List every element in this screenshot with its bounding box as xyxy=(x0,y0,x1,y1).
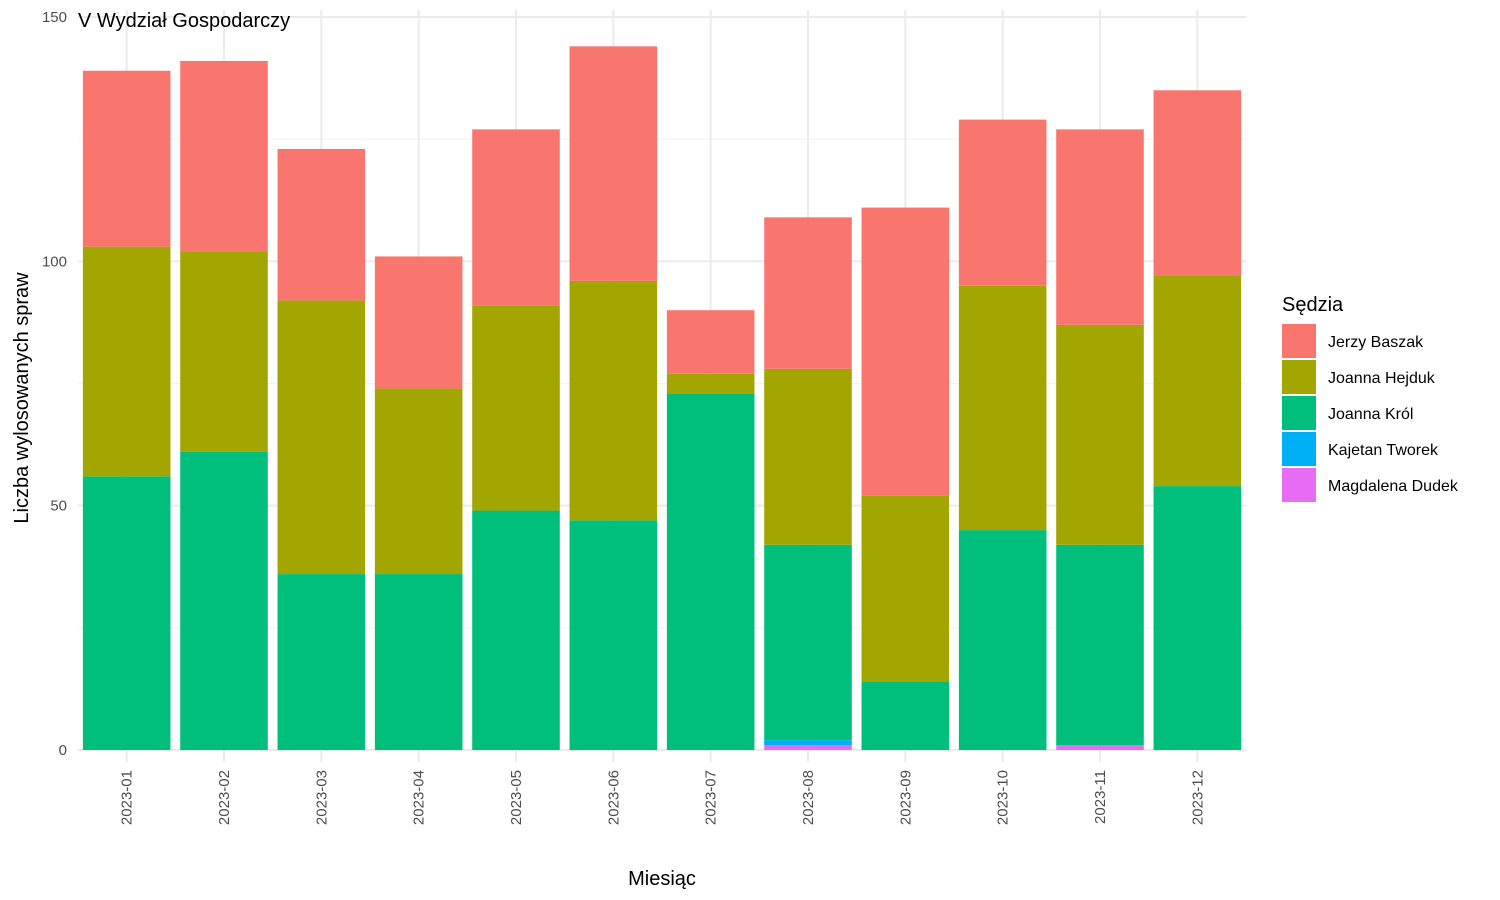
bar-segment xyxy=(1153,275,1242,487)
x-tick-label: 2023-12 xyxy=(1189,770,1206,825)
bars-layer xyxy=(82,46,1242,750)
bar-segment xyxy=(180,60,268,252)
bar-segment xyxy=(764,368,852,545)
x-tick-label: 2023-11 xyxy=(1092,770,1109,824)
x-axis-title: Miesiąc xyxy=(628,868,696,890)
bar-segment xyxy=(569,280,658,521)
legend-label: Jerzy Baszak xyxy=(1328,334,1424,351)
x-tick-label: 2023-07 xyxy=(703,770,720,825)
x-tick-label: 2023-06 xyxy=(605,770,622,825)
bar-segment xyxy=(1153,90,1242,276)
bar-segment xyxy=(1153,486,1242,750)
bar-segment xyxy=(666,373,755,394)
bar-segment xyxy=(277,148,366,301)
x-tick-label: 2023-01 xyxy=(119,770,136,825)
chart-title: V Wydział Gospodarczy xyxy=(78,10,290,32)
bar-segment xyxy=(277,574,366,750)
bar-segment xyxy=(82,476,171,750)
bar-segment xyxy=(1056,129,1144,325)
x-tick-label: 2023-05 xyxy=(508,770,525,825)
x-tick-label: 2023-09 xyxy=(897,770,914,825)
y-axis-title: Liczba wylosowanych spraw xyxy=(11,272,33,524)
bar-segment xyxy=(569,520,658,750)
x-tick-label: 2023-04 xyxy=(411,770,428,825)
bar-segment xyxy=(1056,544,1144,746)
bar-segment xyxy=(958,285,1047,531)
x-tick-label: 2023-08 xyxy=(800,770,817,825)
legend-label: Joanna Król xyxy=(1328,406,1413,423)
bar-segment xyxy=(569,46,658,281)
legend-label: Kajetan Tworek xyxy=(1328,442,1439,459)
bar-segment xyxy=(472,129,560,306)
legend-swatch xyxy=(1282,324,1316,358)
y-tick-label: 150 xyxy=(42,9,67,26)
bar-segment xyxy=(374,388,463,575)
legend-swatch xyxy=(1282,396,1316,430)
bar-segment xyxy=(82,70,171,247)
bar-segment xyxy=(764,544,852,741)
y-tick-label: 0 xyxy=(59,742,67,759)
legend-swatch xyxy=(1282,432,1316,466)
legend-label: Magdalena Dudek xyxy=(1328,478,1459,495)
bar-segment xyxy=(861,495,950,682)
bar-segment xyxy=(958,119,1047,286)
legend-label: Joanna Hejduk xyxy=(1328,370,1436,387)
bar-segment xyxy=(1056,745,1144,750)
bar-segment xyxy=(666,310,755,374)
bar-segment xyxy=(764,740,852,746)
bar-segment xyxy=(666,393,755,750)
y-axis-ticks: 0 50 100 150 xyxy=(42,9,67,759)
bar-segment xyxy=(277,300,366,575)
legend-swatch xyxy=(1282,468,1316,502)
legend: Sędzia Jerzy Baszak Joanna Hejduk Joanna K… xyxy=(1282,294,1459,502)
bar-segment xyxy=(374,256,463,389)
y-tick-label: 100 xyxy=(42,253,67,270)
bar-segment xyxy=(1056,324,1144,545)
bar-segment xyxy=(861,681,950,750)
legend-swatch xyxy=(1282,360,1316,394)
bar-segment xyxy=(82,246,171,477)
bar-segment xyxy=(374,574,463,750)
x-axis-ticks: 2023-01 2023-02 2023-03 2023-04 2023-05 2023-… xyxy=(119,770,1207,825)
bar-segment xyxy=(472,305,560,511)
legend-title: Sędzia xyxy=(1282,294,1344,316)
x-tick-label: 2023-02 xyxy=(216,770,233,825)
bar-segment xyxy=(180,251,268,452)
x-tick-label: 2023-10 xyxy=(995,770,1012,825)
bar-segment xyxy=(472,510,560,750)
x-tick-label: 2023-03 xyxy=(313,770,330,825)
bar-segment xyxy=(180,451,268,750)
bar-segment xyxy=(861,207,950,496)
bar-segment xyxy=(764,745,852,750)
y-tick-label: 50 xyxy=(50,498,67,515)
bar-segment xyxy=(764,217,852,369)
bar-segment xyxy=(958,530,1047,750)
